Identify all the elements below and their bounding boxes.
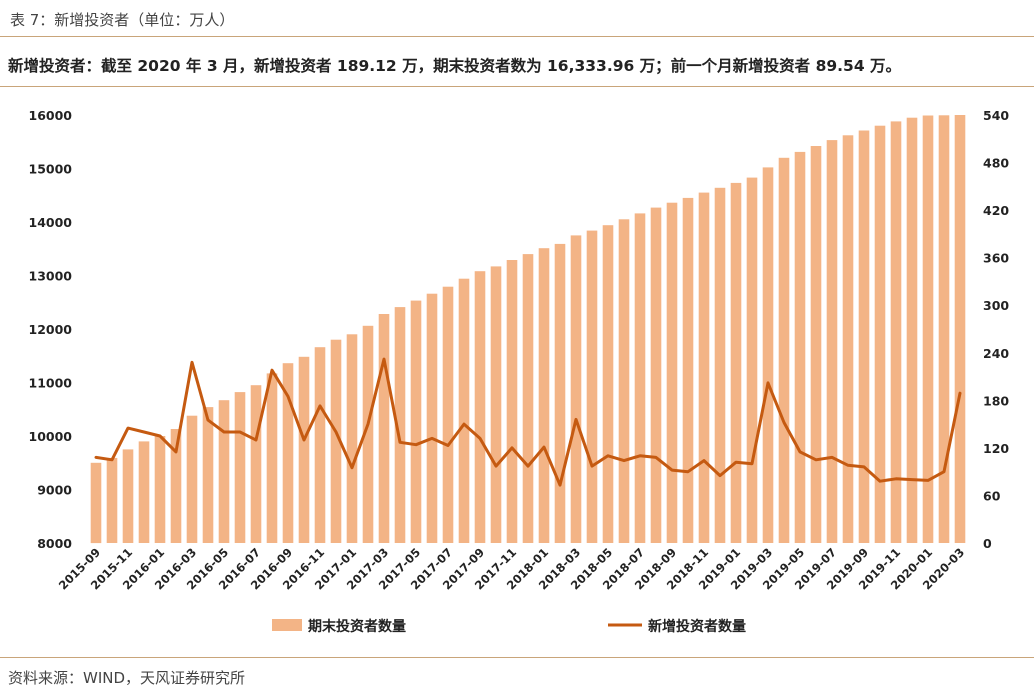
bar <box>858 130 870 543</box>
y-right-tick-label: 480 <box>983 156 1009 171</box>
bar <box>778 157 790 544</box>
bar <box>538 248 550 543</box>
y-right-tick-label: 240 <box>983 346 1009 361</box>
y-right-tick-label: 120 <box>983 441 1009 456</box>
bar <box>170 429 182 543</box>
bar <box>666 202 678 543</box>
bar <box>506 260 518 543</box>
bar <box>906 117 918 543</box>
y-right-tick-label: 420 <box>983 203 1009 218</box>
bar <box>394 307 406 543</box>
source-note: 资料来源：WIND，天风证券研究所 <box>8 669 246 687</box>
y-right-tick-label: 180 <box>983 393 1009 408</box>
investor-chart: 8000 9000 10000 11000 12000 13000 14000 15000 16… <box>29 108 1010 635</box>
bar <box>810 146 822 543</box>
bar <box>682 197 694 543</box>
divider-summary <box>0 86 1034 87</box>
bar <box>634 213 646 543</box>
bar <box>282 363 294 543</box>
bar <box>346 334 358 543</box>
divider-top <box>0 36 1034 37</box>
bar <box>138 441 150 543</box>
figure-title: 表 7：新增投资者（单位：万人） <box>10 11 235 29</box>
bar <box>106 457 118 543</box>
y-left-tick-label: 14000 <box>29 215 73 230</box>
y-left-tick-label: 12000 <box>29 322 73 337</box>
bar <box>554 243 566 543</box>
bar <box>426 293 438 543</box>
series-line-new-investors <box>94 357 962 487</box>
y-right-tick-label: 0 <box>983 536 992 551</box>
bar <box>234 392 246 543</box>
bar <box>602 225 614 543</box>
bar <box>314 347 326 543</box>
y-right-tick-label: 360 <box>983 251 1009 266</box>
legend-label-line: 新增投资者数量 <box>648 618 746 635</box>
bar <box>330 339 342 543</box>
legend-swatch-bar <box>272 619 302 631</box>
bar <box>698 192 710 543</box>
bar <box>730 182 742 543</box>
bar <box>890 121 902 544</box>
y-left-tick-label: 9000 <box>37 483 72 498</box>
y-left-tick-label: 13000 <box>29 269 73 284</box>
bar <box>570 235 582 543</box>
bar <box>794 151 806 543</box>
y-left-tick-label: 16000 <box>29 108 73 123</box>
bar <box>474 271 486 543</box>
y-right-tick-label: 60 <box>983 488 1001 503</box>
y-right-tick-label: 300 <box>983 298 1009 313</box>
y-left-tick-label: 11000 <box>29 376 73 391</box>
bar <box>826 140 838 543</box>
divider-footer <box>0 657 1034 658</box>
summary-text: 新增投资者：截至 2020 年 3 月，新增投资者 189.12 万，期末投资者… <box>8 57 902 75</box>
bar <box>458 278 470 543</box>
bar <box>746 177 758 543</box>
y-right-tick-label: 540 <box>983 108 1009 123</box>
legend-label-bar: 期末投资者数量 <box>308 618 406 635</box>
bar <box>586 230 598 543</box>
bar <box>618 219 630 544</box>
bar <box>202 407 214 543</box>
bar <box>490 266 502 543</box>
bar <box>186 415 198 543</box>
bar <box>266 373 278 543</box>
bar <box>714 187 726 544</box>
bar <box>122 449 134 543</box>
table-header: 表 7：新增投资者（单位：万人） <box>0 0 1034 36</box>
bar <box>154 436 166 543</box>
y-left-tick-label: 10000 <box>29 429 73 444</box>
bar <box>378 314 390 543</box>
bar <box>298 356 310 543</box>
bar <box>410 300 422 543</box>
bar <box>650 207 662 543</box>
y-left-tick-label: 8000 <box>37 536 72 551</box>
bar <box>362 325 374 543</box>
bar <box>762 167 774 543</box>
bar <box>954 115 966 543</box>
bar <box>842 135 854 544</box>
y-left-tick-label: 15000 <box>29 162 73 177</box>
bar <box>90 462 102 544</box>
bar <box>922 115 934 543</box>
bar <box>442 286 454 543</box>
bar <box>938 115 950 544</box>
bar <box>874 125 886 543</box>
bar <box>522 254 534 543</box>
bar <box>218 400 230 543</box>
bar <box>250 385 262 543</box>
